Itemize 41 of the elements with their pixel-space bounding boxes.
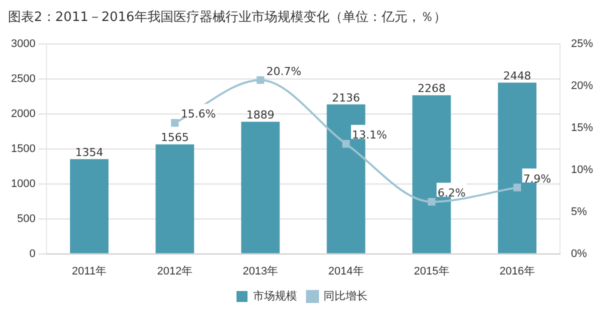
data-label: 1889 [246, 108, 274, 122]
y-tick-label: 500 [17, 212, 36, 225]
x-tick-label: 2016年 [499, 265, 535, 278]
bar [70, 159, 109, 254]
y2-tick-label: 0% [570, 248, 588, 260]
x-tick-label: 2012年 [157, 265, 193, 278]
point [342, 140, 350, 148]
data-label: 2136 [332, 91, 360, 104]
y-tick-label: 2000 [10, 108, 36, 120]
y-tick-label: 1000 [10, 178, 36, 190]
legend-label: 同比增长 [324, 290, 368, 303]
x-tick-label: 2014年 [328, 265, 364, 278]
point [428, 198, 436, 206]
y-tick-label: 3000 [10, 38, 36, 50]
point [171, 119, 179, 127]
y2-tick-label: 10% [570, 164, 594, 176]
bar [241, 122, 280, 254]
chart-title: 图表2：2011－2016年我国医疗器械行业市场规模变化（单位：亿元，％） [8, 9, 448, 26]
y2-tick-label: 15% [570, 122, 594, 134]
x-tick-label: 2011年 [72, 265, 107, 278]
data-label: 20.7% [266, 64, 302, 78]
data-label: 2448 [503, 69, 532, 82]
data-label: 1354 [75, 146, 104, 159]
data-label: 6.2% [438, 186, 466, 200]
bar [156, 144, 194, 254]
point [256, 76, 264, 84]
data-label: 2268 [418, 82, 446, 96]
data-label: 15.6% [180, 108, 216, 121]
y-tick-label: 2500 [10, 73, 36, 85]
y2-tick-label: 20% [570, 80, 594, 92]
x-tick-label: 2013年 [242, 265, 278, 278]
y2-tick-label: 25% [570, 38, 594, 50]
data-label: 13.1% [352, 128, 387, 142]
x-tick-label: 2015年 [414, 265, 450, 278]
data-label: 7.9% [523, 172, 552, 186]
data-label: 1565 [160, 131, 189, 144]
y-tick-label: 1500 [10, 142, 36, 155]
point [513, 184, 522, 192]
y2-tick-label: 5% [570, 206, 588, 218]
y-tick-label: 0 [29, 248, 36, 260]
legend-label: 市场规模 [253, 290, 297, 303]
